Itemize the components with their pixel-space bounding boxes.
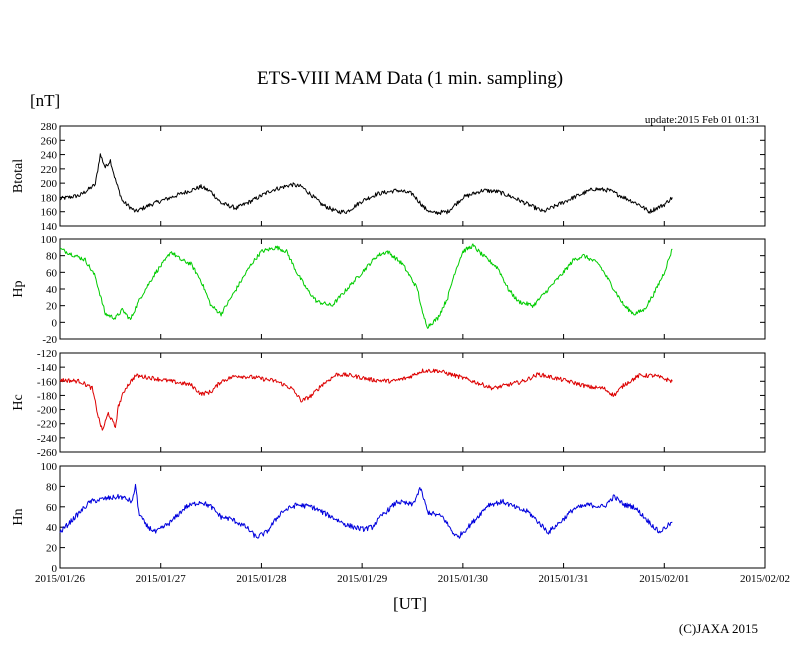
- y-tick-label: -20: [42, 334, 57, 346]
- chart-title: ETS-VIII MAM Data (1 min. sampling): [257, 68, 563, 89]
- y-tick-label: -120: [37, 348, 58, 360]
- y-tick-label: -220: [37, 419, 58, 431]
- panel-frame: [59, 465, 766, 569]
- series-line-hn: [59, 483, 673, 539]
- unit-label: [nT]: [30, 91, 60, 110]
- x-tick-label: 2015/02/01: [639, 573, 689, 585]
- y-tick-label: 0: [52, 563, 58, 575]
- panel-hc: -260 -240 -220 -200 -180 -160 -140 -120 Hc: [11, 348, 766, 459]
- copyright-label: (C)JAXA 2015: [679, 621, 758, 636]
- y-tick-label: -140: [37, 362, 58, 374]
- y-tick-label: 20: [46, 301, 58, 313]
- y-tick-label: -160: [37, 376, 58, 388]
- x-tick-label: 2015/02/02: [740, 573, 790, 585]
- x-axis-ticks: 2015/01/26 2015/01/27 2015/01/28 2015/01/29…: [35, 573, 790, 585]
- y-tick-label: -260: [37, 447, 58, 459]
- y-tick-label: 240: [41, 150, 58, 162]
- x-tick-label: 2015/01/31: [539, 573, 589, 585]
- y-tick-label: 140: [41, 221, 58, 233]
- panel-hp: -20 0 20 40 60 80 100 Hp: [11, 234, 766, 346]
- y-tick-label: -240: [37, 433, 58, 445]
- series-line-btotal: [59, 153, 673, 215]
- y-tick-label: 160: [41, 207, 58, 219]
- y-tick-label: 0: [52, 317, 58, 329]
- x-tick-label: 2015/01/29: [337, 573, 388, 585]
- y-tick-label: 40: [46, 284, 58, 296]
- y-tick-label: 260: [41, 135, 58, 147]
- y-axis-label: Hc: [11, 394, 26, 410]
- y-tick-label: 280: [41, 121, 58, 133]
- y-tick-label: 80: [46, 251, 58, 263]
- x-tick-label: 2015/01/30: [438, 573, 489, 585]
- panel-frame: [59, 352, 766, 453]
- x-tick-label: 2015/01/28: [236, 573, 287, 585]
- y-axis-label: Btotal: [11, 159, 26, 193]
- y-tick-label: 60: [46, 267, 58, 279]
- y-axis-label: Hn: [11, 508, 26, 525]
- y-tick-label: 40: [46, 522, 58, 534]
- panel-hn: 0 20 40 60 80 100 Hn: [11, 461, 766, 575]
- x-axis-label: [UT]: [393, 594, 427, 613]
- panels-group: 140160180200220240260280Btotal-200204060…: [11, 121, 766, 575]
- y-axis-label: Hp: [11, 280, 26, 297]
- panel-btotal: 140 160 180 200 220 240 260 280 Btotal: [11, 121, 766, 233]
- update-label: update:2015 Feb 01 01:31: [645, 114, 760, 126]
- y-tick-label: 200: [41, 178, 58, 190]
- y-tick-label: 100: [41, 234, 58, 246]
- panel-frame: [59, 125, 766, 227]
- x-tick-label: 2015/01/26: [35, 573, 86, 585]
- series-line-hc: [59, 368, 673, 431]
- y-tick-label: -200: [37, 405, 58, 417]
- y-tick-label: 100: [41, 461, 58, 473]
- y-tick-label: 80: [46, 481, 58, 493]
- x-tick-label: 2015/01/27: [136, 573, 187, 585]
- panel-frame: [59, 238, 766, 340]
- y-tick-label: 60: [46, 502, 58, 514]
- y-tick-label: 220: [41, 164, 58, 176]
- y-tick-label: 180: [41, 192, 58, 204]
- y-tick-label: -180: [37, 390, 58, 402]
- series-line-hp: [59, 243, 673, 329]
- y-tick-label: 20: [46, 543, 58, 555]
